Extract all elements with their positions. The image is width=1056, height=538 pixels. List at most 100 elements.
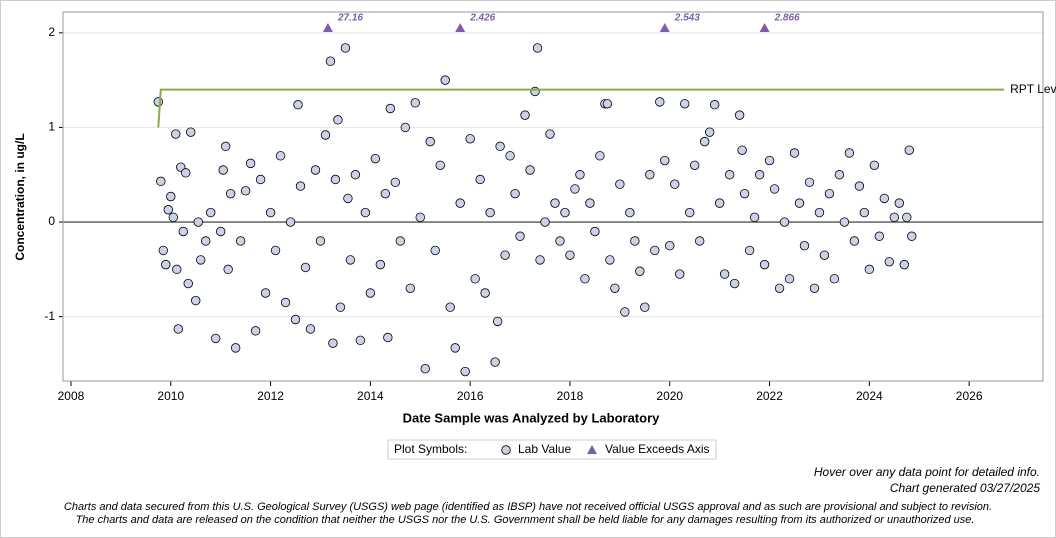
data-point <box>183 278 193 289</box>
data-point <box>739 188 750 199</box>
data-point <box>320 130 331 140</box>
data-point <box>250 326 261 336</box>
data-point <box>759 259 770 270</box>
data-point <box>884 257 895 267</box>
y-tick-label: 0 <box>48 214 55 228</box>
data-point <box>655 97 665 107</box>
data-point <box>640 302 650 312</box>
data-point <box>390 177 401 188</box>
y-tick-label: -1 <box>44 309 55 323</box>
data-point <box>315 236 326 246</box>
data-point <box>255 174 266 185</box>
data-point <box>580 274 590 284</box>
data-point <box>191 295 201 306</box>
data-point <box>163 205 173 215</box>
data-point <box>245 158 256 169</box>
x-tick-label: 2016 <box>457 389 484 403</box>
data-point <box>635 266 645 276</box>
data-point <box>178 226 188 237</box>
data-point <box>220 141 231 152</box>
exceed-marker <box>659 23 670 32</box>
x-tick-label: 2022 <box>756 389 783 403</box>
data-point <box>550 198 560 208</box>
x-tick-label: 2012 <box>257 389 284 403</box>
data-point <box>570 184 580 194</box>
data-point <box>729 278 740 289</box>
data-point <box>525 165 535 175</box>
data-point <box>904 145 914 155</box>
plot-frame <box>62 11 1044 382</box>
legend-symbol <box>501 445 511 455</box>
data-point <box>610 283 620 293</box>
data-point <box>330 174 341 185</box>
data-point <box>535 255 545 265</box>
data-point <box>585 198 595 208</box>
data-point <box>754 170 765 180</box>
data-point <box>849 236 860 246</box>
data-point <box>345 255 356 265</box>
data-point <box>874 231 885 241</box>
data-point <box>789 148 800 158</box>
data-point <box>492 316 503 327</box>
data-point <box>475 174 485 185</box>
data-point <box>435 160 445 170</box>
data-point <box>420 364 430 374</box>
data-point <box>290 314 301 325</box>
data-point <box>355 335 366 346</box>
data-point <box>240 186 251 196</box>
data-point <box>360 207 371 218</box>
x-tick-label: 2008 <box>58 389 85 403</box>
data-point <box>265 207 276 218</box>
data-point <box>704 127 715 137</box>
data-point <box>430 245 440 256</box>
exceed-label: 27.16 <box>337 13 363 24</box>
data-point <box>809 283 820 293</box>
data-point <box>270 245 281 256</box>
legend-box <box>387 439 717 460</box>
data-point <box>784 274 795 284</box>
data-point <box>505 151 515 161</box>
data-point <box>660 155 670 166</box>
data-point <box>161 259 171 270</box>
data-point <box>665 240 675 251</box>
data-point <box>450 343 460 353</box>
data-point <box>490 357 500 367</box>
data-point <box>532 43 543 53</box>
data-point <box>383 332 393 343</box>
data-point <box>819 250 830 260</box>
data-point <box>410 98 420 108</box>
exceed-marker <box>455 23 466 32</box>
data-point <box>869 160 880 170</box>
data-point <box>370 153 381 164</box>
data-point <box>889 212 900 223</box>
data-point <box>181 168 191 178</box>
legend-symbol <box>587 445 597 454</box>
data-point <box>235 236 246 246</box>
data-point <box>275 151 286 161</box>
data-point <box>620 307 630 317</box>
data-point <box>295 181 306 191</box>
x-tick-label: 2026 <box>956 389 983 403</box>
data-point <box>602 99 613 109</box>
data-point <box>400 122 411 133</box>
data-point <box>690 160 700 170</box>
data-point <box>555 236 565 246</box>
data-point <box>440 75 450 85</box>
data-point <box>804 177 815 188</box>
data-point <box>365 288 376 298</box>
x-tick-label: 2024 <box>856 389 883 403</box>
data-point <box>774 283 785 293</box>
x-tick-label: 2020 <box>656 389 683 403</box>
data-point <box>225 188 236 199</box>
data-point <box>625 207 635 218</box>
data-point <box>575 170 585 180</box>
data-point <box>650 245 660 256</box>
data-point <box>907 231 917 241</box>
data-point <box>829 274 840 284</box>
data-point <box>166 191 176 202</box>
x-tick-label: 2014 <box>357 389 384 403</box>
data-point <box>210 333 221 344</box>
data-point <box>864 264 875 275</box>
x-tick-label: 2010 <box>157 389 184 403</box>
data-point <box>173 324 183 334</box>
